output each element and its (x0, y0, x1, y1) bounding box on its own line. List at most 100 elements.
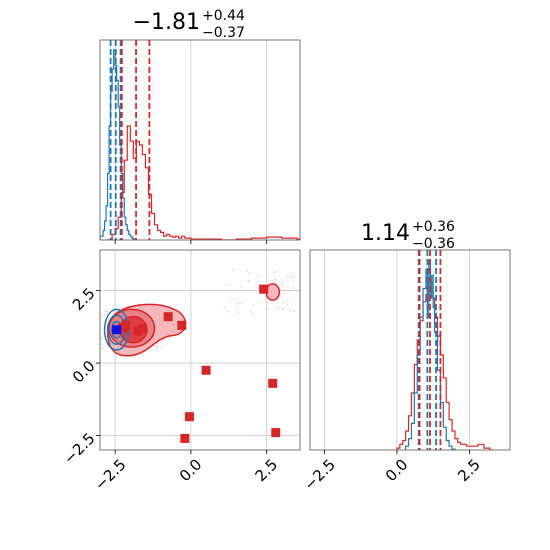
scatter-point (266, 308, 269, 310)
histogram-blue (100, 49, 137, 240)
scatter-point (293, 300, 295, 302)
scatter-point (108, 308, 111, 311)
scatter-point (248, 281, 250, 283)
scatter-point (281, 282, 283, 284)
scatter-point (290, 289, 292, 292)
scatter-point (232, 268, 235, 271)
scatter-point (289, 310, 291, 313)
red-square-marker (201, 365, 211, 375)
scatter-point (287, 307, 289, 310)
scatter-point (103, 314, 106, 317)
histogram-red (106, 125, 300, 240)
red-square-marker (121, 320, 131, 330)
histogram-panel-param-2: −2.5 0.0 2.5 1.14 +0.36 −0.36 (300, 219, 511, 494)
histogram-series (100, 49, 300, 240)
scatter-point (101, 347, 104, 349)
scatter-point (269, 279, 272, 282)
scatter-point (291, 272, 294, 275)
scatter-point (286, 276, 289, 278)
scatter-point (238, 301, 241, 304)
tick-marks (96, 290, 268, 454)
scatter-point (236, 303, 238, 305)
scatter-point (252, 311, 254, 314)
scatter-point (100, 336, 102, 339)
axes-frame (99, 39, 301, 241)
scatter-point (101, 316, 103, 318)
x-tick-label: 2.5 (252, 456, 282, 486)
blue-square-marker (112, 325, 122, 335)
scatter-point (249, 309, 252, 311)
red-square-marker (133, 326, 143, 336)
red-square-marker (163, 312, 173, 322)
scatter-point (97, 338, 99, 340)
x-tick-labels: −2.5 0.0 2.5 (91, 456, 281, 494)
scatter-point (285, 304, 288, 306)
2d-contour-panel: −2.5 0.0 2.5 −2.5 0.0 2.5 (60, 249, 301, 494)
scatter-point (100, 338, 102, 341)
scatter-point (230, 283, 232, 286)
scatter-point (282, 285, 285, 288)
scatter-point (283, 293, 285, 295)
scatter-point (248, 272, 250, 274)
scatter-point (266, 276, 268, 279)
scatter-point (223, 306, 226, 309)
histogram-series (396, 259, 493, 450)
red-square-marker (184, 412, 194, 422)
panel-title-upper-error: +0.44 (202, 8, 245, 24)
scatter-point (247, 279, 250, 282)
scatter-point (98, 311, 100, 313)
scatter-point (96, 348, 98, 350)
red-square-marker (271, 428, 281, 438)
y-tick-label: 0.0 (69, 357, 99, 387)
scatter-point (162, 338, 165, 341)
x-tick-label: 0.0 (382, 456, 412, 486)
scatter-point (236, 307, 238, 310)
scatter-point (227, 310, 230, 313)
x-tick-labels: −2.5 0.0 2.5 (300, 456, 483, 494)
scatter-point (101, 331, 103, 333)
y-tick-labels: −2.5 0.0 2.5 (60, 284, 98, 467)
panel-title-value: 1.14 (361, 221, 410, 246)
scatter-point (155, 346, 158, 348)
axes-frame (99, 249, 301, 451)
red-square-marker (259, 284, 269, 294)
scatter-point (288, 274, 291, 277)
scatter-point (282, 301, 285, 304)
scatter-point (233, 297, 236, 300)
grid-lines (114, 40, 268, 240)
scatter-point (103, 310, 106, 313)
grid-lines (324, 250, 470, 450)
scatter-point (96, 310, 98, 312)
scatter-point (106, 310, 108, 312)
square-markers (112, 284, 281, 443)
scatter-point (101, 343, 104, 345)
histogram-panel-param-1: −1.81 +0.44 −0.37 (99, 8, 301, 244)
x-tick-label: −2.5 (300, 456, 338, 494)
scatter-point (241, 302, 244, 305)
scatter-point (237, 311, 240, 314)
scatter-point (257, 287, 260, 289)
scatter-point (286, 300, 289, 303)
scatter-point (290, 275, 292, 278)
scatter-point (276, 270, 278, 273)
scatter-point (281, 308, 284, 310)
scatter-point (106, 344, 109, 347)
red-square-marker (180, 433, 190, 443)
scatter-point (266, 302, 268, 304)
red-square-marker (137, 323, 147, 333)
panel-title-lower-error: −0.36 (412, 236, 455, 252)
tick-marks (114, 240, 268, 244)
red-square-marker (177, 320, 187, 330)
x-tick-label: −2.5 (91, 456, 129, 494)
scatter-point (275, 305, 278, 308)
quantile-lines (417, 250, 442, 450)
x-tick-label: 0.0 (176, 456, 206, 486)
scatter-point (292, 276, 295, 279)
x-tick-label: 2.5 (454, 456, 484, 486)
scatter-point (274, 278, 277, 281)
tick-marks (324, 450, 470, 454)
scatter-point (278, 307, 280, 309)
scatter-point (292, 310, 295, 312)
scatter-point (292, 287, 295, 290)
y-tick-label: −2.5 (60, 429, 98, 467)
